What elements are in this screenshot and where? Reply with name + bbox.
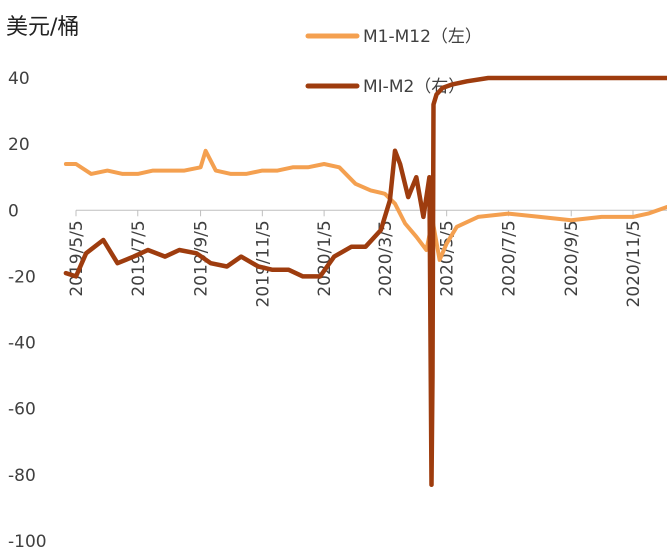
y-axis-ticks: 40 20 0 -20 -40 -60 -80 -100 bbox=[8, 69, 47, 552]
y-tick-label: 40 bbox=[8, 69, 30, 89]
y-tick-label: -40 bbox=[8, 334, 36, 354]
x-tick-label: 2019/5/5 bbox=[67, 220, 87, 296]
y-tick-label: -100 bbox=[8, 532, 47, 552]
x-tick-label: 2020/9/5 bbox=[562, 220, 582, 296]
x-axis-ticks: 2019/5/5 2019/7/5 2019/9/5 2019/11/5 2020/1/… bbox=[67, 210, 644, 307]
y-tick-label: -80 bbox=[8, 466, 36, 486]
x-tick-label: 2020/7/5 bbox=[499, 220, 519, 296]
y-tick-label: -60 bbox=[8, 400, 36, 420]
series-line-m1-m12 bbox=[63, 148, 667, 262]
x-tick-label: 2020/11/5 bbox=[624, 220, 644, 307]
series-line-mi-m2 bbox=[63, 75, 667, 488]
y-tick-label: 20 bbox=[8, 135, 30, 155]
x-tick-label: 2020/5/5 bbox=[438, 220, 458, 296]
x-tick-label: 2019/11/5 bbox=[253, 220, 273, 307]
legend-label-m1-m12: M1-M12（左） bbox=[363, 27, 482, 47]
unit-label: 美元/桶 bbox=[6, 15, 79, 40]
y-tick-label: -20 bbox=[8, 267, 36, 287]
legend: M1-M12（左） MI-M2（右） bbox=[305, 27, 482, 97]
series-lines bbox=[63, 75, 667, 488]
y-tick-label: 0 bbox=[8, 201, 19, 221]
x-tick-label: 2019/7/5 bbox=[129, 220, 149, 296]
x-tick-label: 2020/3/5 bbox=[376, 220, 396, 296]
